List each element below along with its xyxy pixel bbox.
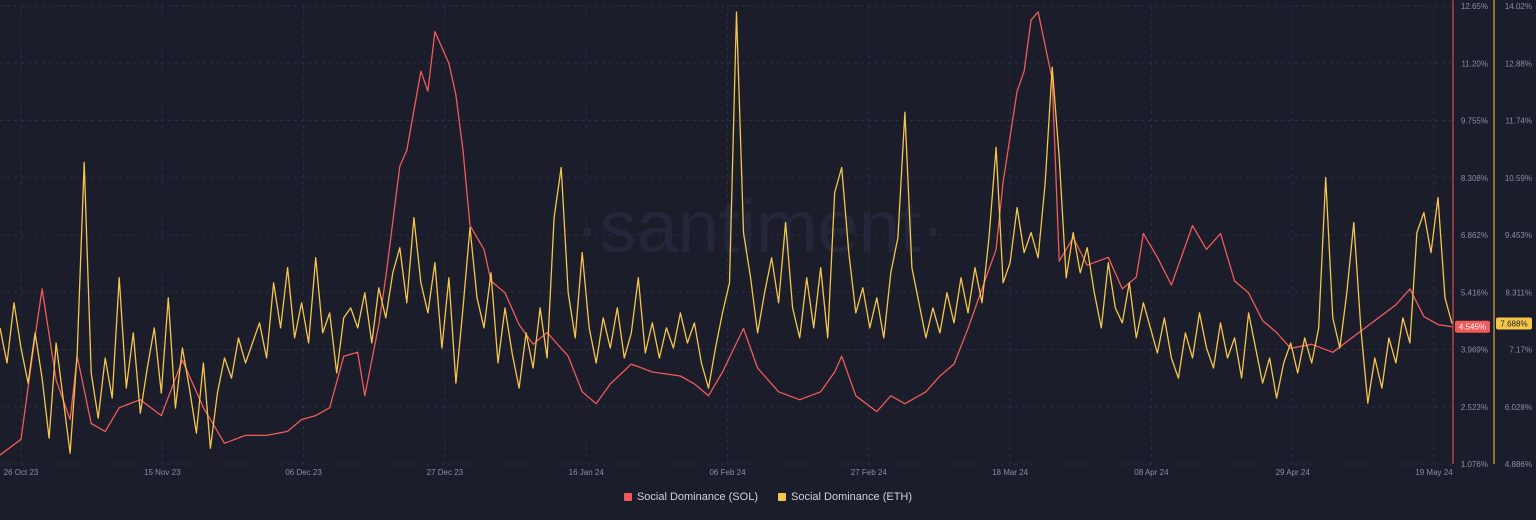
legend-item-eth[interactable]: Social Dominance (ETH) xyxy=(778,491,912,503)
axes: 12.65% 11.20% 9.755% 8.308% 6.862% 5.416% 3.96… xyxy=(4,0,1532,477)
eth-axis-tick-label: 14.02% xyxy=(1505,2,1532,11)
sol-current-badge xyxy=(1455,320,1490,333)
legend-swatch-sol xyxy=(623,493,632,501)
series-lines xyxy=(0,11,1453,456)
x-axis-tick-label: 29 Apr 24 xyxy=(1276,468,1311,477)
sol-axis-tick-label: 3.969% xyxy=(1461,346,1488,355)
sol-axis-tick-label: 9.755% xyxy=(1461,117,1488,126)
legend-item-sol[interactable]: Social Dominance (SOL) xyxy=(623,491,758,503)
sol-axis-tick-label: 11.20% xyxy=(1461,59,1488,68)
x-axis-tick-label: 15 Nov 23 xyxy=(144,468,181,477)
sol-axis-tick-label: 5.416% xyxy=(1461,288,1488,297)
line-chart: ·santiment· 12.65% 11.20% 9.755% 8.308% 6.86… xyxy=(0,0,1532,477)
sol-axis-tick-label: 1.076% xyxy=(1461,460,1488,469)
chart-legend: Social Dominance (SOL) Social Dominance … xyxy=(0,491,1536,503)
x-axis-tick-label: 27 Dec 23 xyxy=(427,468,464,477)
legend-swatch-eth xyxy=(778,493,786,501)
eth-axis-tick-label: 6.028% xyxy=(1505,403,1532,412)
eth-axis-tick-label: 4.886% xyxy=(1505,460,1532,469)
x-axis-tick-label: 06 Feb 24 xyxy=(709,468,746,477)
sol-axis-tick-label: 12.65% xyxy=(1461,2,1488,11)
eth-axis-tick-label: 7.17% xyxy=(1509,346,1532,355)
x-axis-tick-label: 27 Feb 24 xyxy=(851,468,888,477)
eth-axis-tick-label: 9.453% xyxy=(1505,231,1532,240)
x-axis-tick-label: 19 May 24 xyxy=(1415,468,1453,477)
eth-axis-tick-label: 11.74% xyxy=(1505,117,1532,126)
eth-current-badge xyxy=(1496,317,1532,330)
x-axis-tick-label: 08 Apr 24 xyxy=(1134,468,1169,477)
x-axis-tick-label: 06 Dec 23 xyxy=(285,468,322,477)
x-axis-tick-label: 18 Mar 24 xyxy=(992,468,1029,477)
sol-axis-tick-label: 6.862% xyxy=(1461,231,1488,240)
legend-label-eth: Social Dominance (ETH) xyxy=(791,491,913,503)
series-line-sol xyxy=(0,11,1453,456)
sol-axis-tick-label: 2.523% xyxy=(1461,403,1488,412)
series-line-eth xyxy=(0,11,1453,454)
santiment-watermark: ·santiment· xyxy=(575,185,945,268)
eth-axis-tick-label: 12.88% xyxy=(1505,59,1532,68)
eth-axis-tick-label: 10.59% xyxy=(1505,174,1532,183)
x-axis-tick-label: 26 Oct 23 xyxy=(4,468,39,477)
legend-label-sol: Social Dominance (SOL) xyxy=(636,491,758,503)
eth-current-value: 7.688% xyxy=(1500,320,1527,329)
sol-axis-tick-label: 8.308% xyxy=(1461,174,1488,183)
x-axis-tick-label: 16 Jan 24 xyxy=(569,468,605,477)
sol-current-value: 4.545% xyxy=(1459,323,1486,332)
eth-axis-tick-label: 8.311% xyxy=(1505,288,1532,297)
